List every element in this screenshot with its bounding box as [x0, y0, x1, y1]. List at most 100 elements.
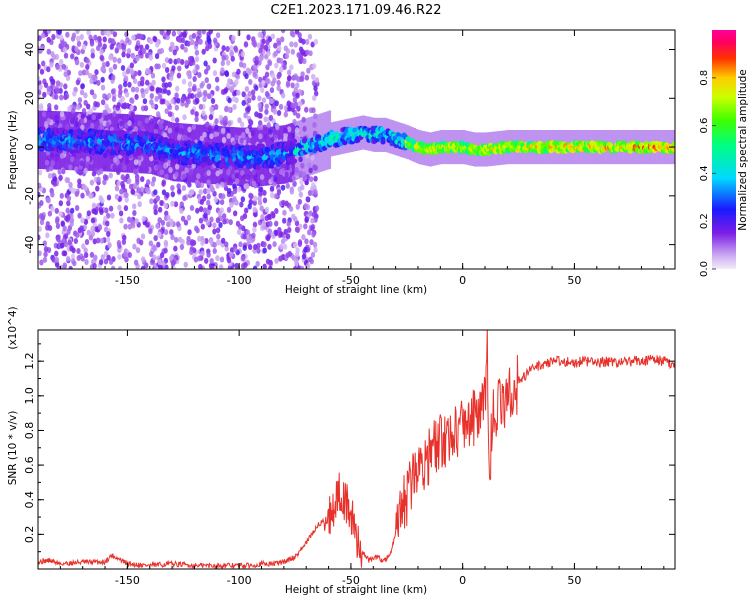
spectrogram-speckle	[259, 55, 264, 62]
spectrogram-speckle	[203, 60, 208, 67]
spectrogram-speckle	[127, 252, 132, 259]
spectrogram-speckle	[121, 51, 126, 58]
spectrogram-speckle	[119, 188, 124, 195]
spectrogram-speckle	[186, 214, 192, 221]
spectrogram-speckle	[309, 239, 314, 246]
spectrogram-speckle	[167, 127, 172, 134]
spectrogram-speckle	[197, 255, 202, 262]
spectrogram-speckle	[125, 36, 130, 43]
spectrogram-speckle	[63, 71, 68, 78]
spectrogram-speckle	[227, 176, 233, 183]
spectrogram-speckle	[303, 223, 308, 230]
spectrogram-speckle	[46, 117, 51, 124]
spectrogram-speckle	[301, 38, 306, 45]
spectrogram-speckle	[243, 41, 249, 48]
spectrogram-speckle	[276, 189, 282, 196]
spectrogram-speckle	[197, 38, 203, 45]
spectrogram-speckle	[202, 131, 207, 138]
spectrogram-speckle	[159, 30, 164, 36]
spectrogram-speckle	[219, 256, 225, 263]
spectrogram-speckle	[314, 77, 320, 84]
spectrogram-speckle	[226, 257, 232, 264]
spectrogram-speckle	[45, 166, 51, 173]
spectrogram-speckle	[256, 247, 261, 254]
spectrogram-speckle	[144, 43, 150, 50]
spectrogram-speckle	[232, 103, 237, 110]
spectrogram-speckle	[164, 108, 169, 115]
spectrogram-speckle	[55, 88, 60, 95]
spectrogram-speckle	[117, 57, 122, 64]
spectrogram-speckle	[253, 211, 258, 218]
spectrogram-speckle	[102, 174, 108, 181]
spectrogram-speckle	[61, 168, 66, 175]
spectrogram-speckle	[313, 189, 318, 196]
spectrogram-speckle	[189, 249, 194, 256]
spectrogram-speckle	[93, 100, 98, 107]
spectrogram-speckle	[153, 128, 159, 135]
spectrogram-speckle	[292, 242, 298, 249]
spectrogram-speckle	[246, 105, 251, 112]
spectrogram-speckle	[80, 124, 85, 131]
spectrogram-ridge-cell	[301, 138, 308, 144]
spectrogram-speckle	[76, 248, 81, 255]
spectrogram-speckle	[166, 214, 171, 221]
spectrogram-speckle	[273, 42, 278, 49]
spectrogram-speckle	[291, 174, 296, 181]
spectrogram-speckle	[52, 122, 58, 129]
spectrogram-speckle	[59, 192, 64, 199]
spectrogram-speckle	[212, 57, 217, 64]
spectrogram-speckle	[230, 55, 235, 62]
spectrogram-speckle	[262, 247, 267, 254]
spectrogram-speckle	[193, 256, 199, 263]
spectrogram-speckle	[129, 62, 135, 69]
spectrogram-speckle	[294, 127, 300, 134]
spectrogram-speckle	[137, 154, 142, 161]
spectrogram-speckle	[171, 259, 176, 266]
spectrogram-x-tick-label: 50	[567, 274, 581, 287]
spectrogram-speckle	[99, 48, 104, 55]
snr-y-multiplier: (x10^4)	[7, 306, 19, 349]
spectrogram-speckle	[39, 259, 44, 266]
spectrogram-speckle	[153, 235, 158, 242]
spectrogram-speckle	[171, 65, 176, 72]
spectrogram-speckle	[180, 43, 185, 50]
spectrogram-speckle	[264, 103, 269, 110]
spectrogram-speckle	[274, 207, 279, 214]
spectrogram-speckle	[206, 179, 211, 186]
spectrogram-speckle	[258, 186, 264, 193]
spectrogram-speckle	[92, 93, 97, 100]
spectrogram-speckle	[313, 90, 319, 97]
spectrogram-speckle	[116, 180, 121, 187]
spectrogram-speckle	[302, 58, 307, 65]
spectrogram-speckle	[140, 76, 145, 83]
spectrogram-ridge-cell	[170, 138, 176, 144]
spectrogram-speckle	[118, 88, 123, 95]
spectrogram-speckle	[159, 265, 164, 269]
spectrogram-speckle	[207, 204, 212, 211]
spectrogram-speckle	[310, 41, 315, 48]
spectrogram-speckle	[85, 63, 90, 70]
spectrogram-speckle	[106, 231, 111, 238]
spectrogram-speckle	[271, 167, 276, 174]
spectrogram-speckle	[45, 197, 51, 204]
spectrogram-speckle	[263, 44, 269, 51]
spectrogram-speckle	[296, 76, 301, 83]
spectrogram-speckle	[242, 233, 247, 240]
spectrogram-speckle	[194, 225, 199, 232]
spectrogram-y-tick-label: 20	[23, 91, 36, 105]
spectrogram-speckle	[69, 220, 74, 227]
spectrogram-speckle	[192, 76, 197, 83]
spectrogram-speckle	[84, 239, 90, 246]
spectrogram-speckle	[116, 102, 121, 109]
spectrogram-speckle	[276, 85, 281, 92]
spectrogram-speckle	[280, 184, 286, 191]
spectrogram-speckle	[232, 210, 238, 217]
spectrogram-speckle	[290, 82, 295, 89]
spectrogram-speckle	[79, 34, 85, 41]
spectrogram-speckle	[292, 96, 298, 103]
spectrogram-speckle	[221, 45, 226, 52]
spectrogram-speckle	[86, 30, 91, 36]
spectrogram-speckle	[93, 34, 98, 41]
spectrogram-speckle	[279, 169, 284, 176]
snr-frame	[37, 329, 676, 570]
